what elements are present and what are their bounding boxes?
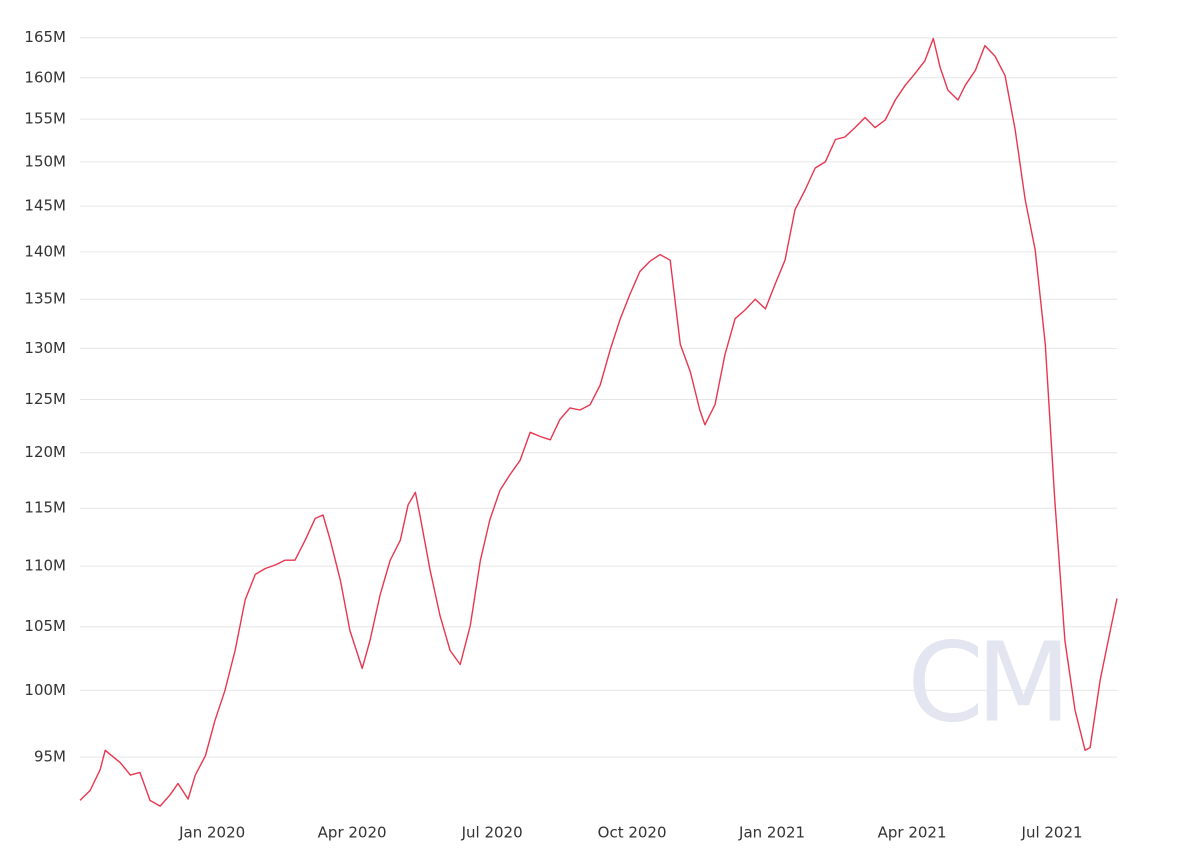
y-tick-label: 130M [24,339,66,357]
y-tick-label: 150M [24,152,66,170]
x-tick-label: Oct 2020 [598,824,667,842]
y-tick-label: 100M [24,681,66,699]
x-tick-label: Jul 2020 [461,824,523,842]
y-tick-label: 160M [24,68,66,86]
x-tick-label: Jan 2020 [178,824,245,842]
y-tick-label: 95M [34,748,66,766]
y-tick-label: 165M [24,28,66,46]
y-tick-label: 125M [24,390,66,408]
y-tick-label: 145M [24,197,66,215]
y-tick-label: 135M [24,290,66,308]
x-tick-label: Apr 2020 [318,824,387,842]
y-tick-label: 140M [24,242,66,260]
watermark: CM [907,618,1063,746]
y-tick-label: 115M [24,499,66,517]
x-tick-label: Apr 2021 [878,824,947,842]
x-tick-label: Jul 2021 [1021,824,1083,842]
y-tick-label: 120M [24,443,66,461]
y-tick-label: 105M [24,617,66,635]
data-line [79,37,1118,807]
y-tick-label: 110M [24,557,66,575]
y-tick-label: 155M [24,110,66,128]
x-tick-label: Jan 2021 [738,824,805,842]
